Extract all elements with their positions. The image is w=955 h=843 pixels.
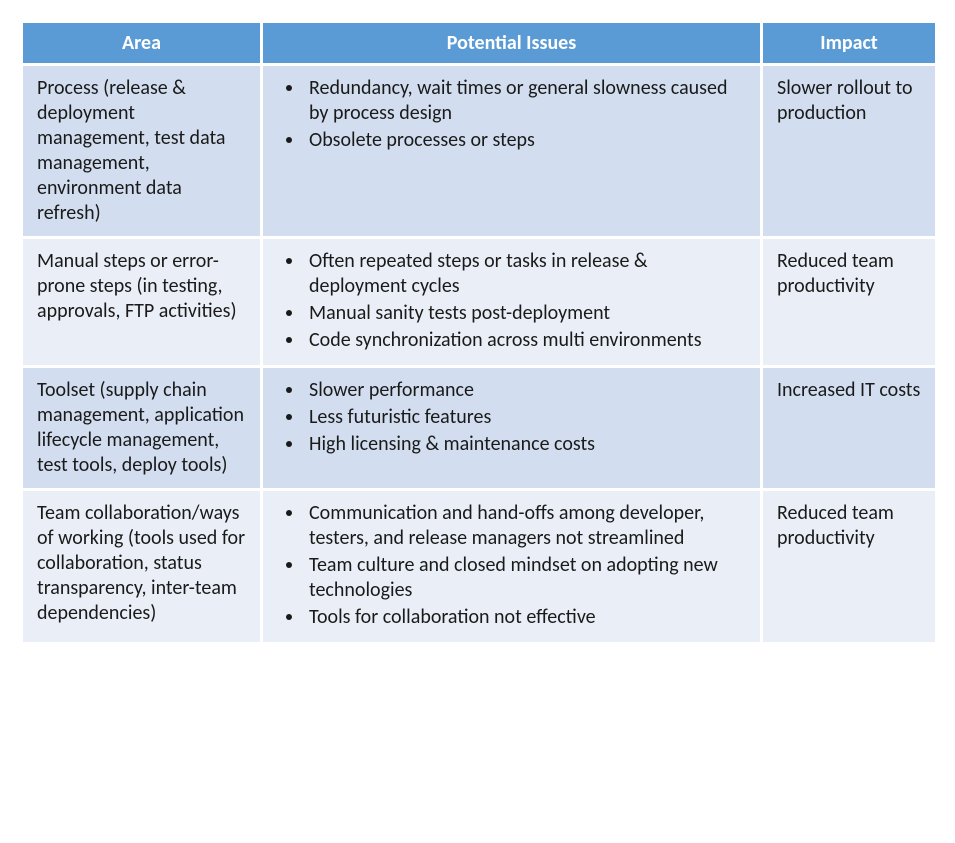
issue-item: Team culture and closed mindset on adopt… <box>305 553 746 603</box>
issue-item: Slower performance <box>305 378 746 403</box>
cell-impact: Reduced team productivity <box>762 490 937 644</box>
table-row: Process (release & deployment management… <box>22 65 937 238</box>
issue-item: Code synchronization across multi enviro… <box>305 328 746 353</box>
cell-impact: Slower rollout to production <box>762 65 937 238</box>
issue-item: Less futuristic features <box>305 405 746 430</box>
header-area: Area <box>22 22 262 65</box>
table-row: Team collaboration/ways of working (tool… <box>22 490 937 644</box>
cell-issues: Communication and hand-offs among develo… <box>262 490 762 644</box>
cell-area: Toolset (supply chain management, applic… <box>22 367 262 490</box>
table-row: Manual steps or error-prone steps (in te… <box>22 238 937 367</box>
cell-impact: Increased IT costs <box>762 367 937 490</box>
issues-list: Slower performanceLess futuristic featur… <box>277 378 746 457</box>
issue-item: Manual sanity tests post-deployment <box>305 301 746 326</box>
cell-issues: Slower performanceLess futuristic featur… <box>262 367 762 490</box>
cell-area: Manual steps or error-prone steps (in te… <box>22 238 262 367</box>
cell-area: Team collaboration/ways of working (tool… <box>22 490 262 644</box>
table-body: Process (release & deployment management… <box>22 65 937 644</box>
header-issues: Potential Issues <box>262 22 762 65</box>
table-header: Area Potential Issues Impact <box>22 22 937 65</box>
cell-issues: Often repeated steps or tasks in release… <box>262 238 762 367</box>
issues-table: Area Potential Issues Impact Process (re… <box>20 20 938 645</box>
header-impact: Impact <box>762 22 937 65</box>
issue-item: Tools for collaboration not effective <box>305 605 746 630</box>
table-row: Toolset (supply chain management, applic… <box>22 367 937 490</box>
issue-item: High licensing & maintenance costs <box>305 432 746 457</box>
issue-item: Often repeated steps or tasks in release… <box>305 249 746 299</box>
issue-item: Communication and hand-offs among develo… <box>305 501 746 551</box>
issue-item: Obsolete processes or steps <box>305 128 746 153</box>
cell-impact: Reduced team productivity <box>762 238 937 367</box>
issues-list: Communication and hand-offs among develo… <box>277 501 746 630</box>
issues-list: Redundancy, wait times or general slowne… <box>277 76 746 153</box>
issues-list: Often repeated steps or tasks in release… <box>277 249 746 353</box>
issue-item: Redundancy, wait times or general slowne… <box>305 76 746 126</box>
cell-area: Process (release & deployment management… <box>22 65 262 238</box>
cell-issues: Redundancy, wait times or general slowne… <box>262 65 762 238</box>
